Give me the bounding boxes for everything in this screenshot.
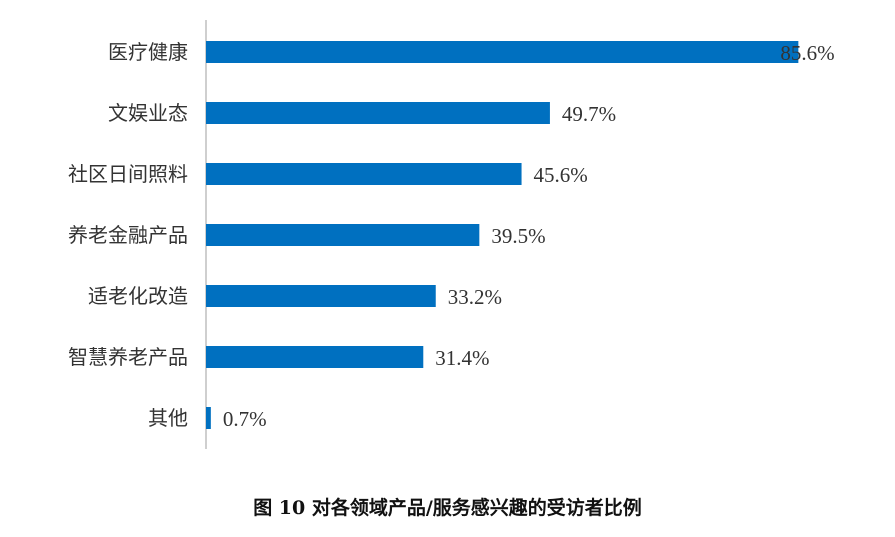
bar — [206, 346, 424, 368]
chart-title: 图 10 对各领域产品/服务感兴趣的受访者比例 — [253, 497, 642, 519]
data-label: 85.6% — [780, 41, 834, 65]
category-label: 智慧养老产品 — [68, 345, 188, 369]
category-label: 适老化改造 — [88, 284, 188, 308]
category-label: 其他 — [148, 406, 188, 430]
data-label: 45.6% — [534, 163, 588, 187]
data-label: 31.4% — [435, 346, 489, 370]
data-label: 39.5% — [491, 224, 545, 248]
category-label: 文娱业态 — [108, 101, 188, 125]
bar — [206, 163, 522, 185]
data-label: 0.7% — [223, 407, 267, 431]
bar — [206, 41, 799, 63]
category-label: 社区日间照料 — [68, 162, 188, 186]
bar — [206, 224, 480, 246]
bar — [206, 285, 436, 307]
category-label: 养老金融产品 — [68, 223, 188, 247]
category-label: 医疗健康 — [108, 40, 188, 64]
bar — [206, 407, 211, 429]
bar — [206, 102, 550, 124]
data-label: 33.2% — [448, 285, 502, 309]
data-label: 49.7% — [562, 102, 616, 126]
